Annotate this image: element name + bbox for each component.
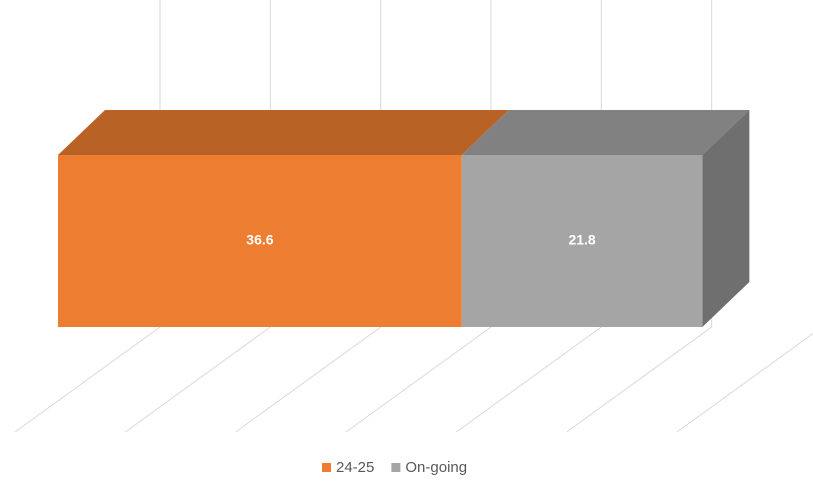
bar-front	[58, 155, 462, 327]
grid-line	[566, 0, 713, 433]
legend-swatch	[391, 463, 401, 472]
data-label: 36.6	[246, 232, 273, 248]
legend: 24-25 On-going	[322, 459, 467, 476]
legend-label: On-going	[405, 459, 467, 476]
bar-side	[702, 110, 750, 327]
bar-top	[461, 110, 750, 155]
data-label: 21.8	[568, 232, 595, 248]
grid-line	[676, 332, 813, 433]
bar-top	[58, 110, 509, 155]
bar-front	[461, 155, 703, 327]
bar-segment	[461, 110, 750, 327]
legend-swatch	[322, 463, 331, 472]
bar-segment	[58, 110, 509, 327]
legend-label: 24-25	[336, 459, 374, 476]
